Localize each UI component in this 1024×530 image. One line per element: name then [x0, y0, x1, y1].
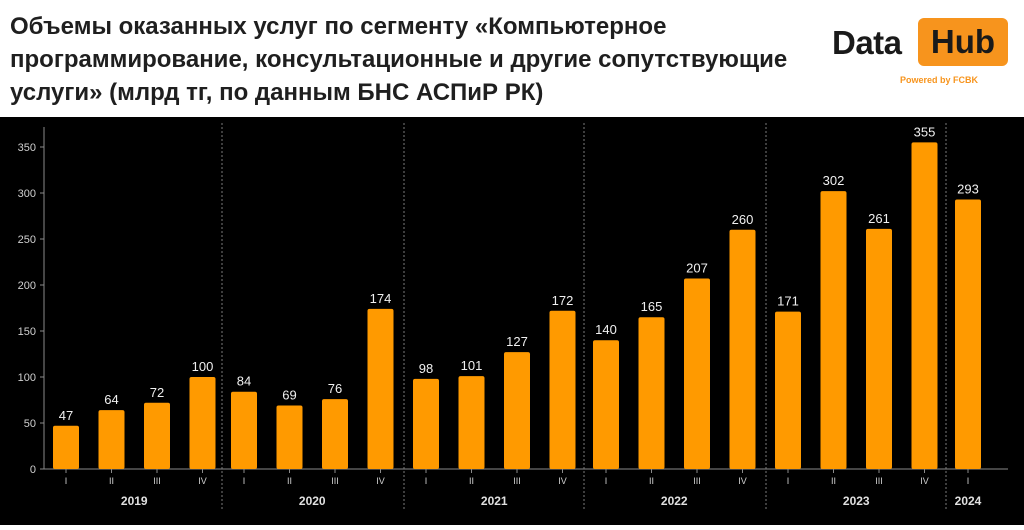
quarter-label: II: [649, 476, 654, 486]
data-label: 260: [732, 212, 754, 227]
data-label: 355: [914, 124, 936, 139]
y-tick-label: 50: [24, 418, 36, 430]
quarter-label: I: [243, 476, 246, 486]
bar: [367, 308, 394, 469]
y-tick-label: 0: [30, 464, 36, 476]
quarter-label: IV: [558, 476, 567, 486]
year-label: 2023: [843, 494, 870, 508]
data-label: 127: [506, 334, 528, 349]
datahub-logo: Data Hub: [832, 18, 1008, 68]
quarter-label: II: [469, 476, 474, 486]
year-label: 2020: [299, 494, 326, 508]
data-label: 72: [150, 385, 164, 400]
year-label: 2019: [121, 494, 148, 508]
bar: [189, 377, 216, 469]
quarter-label: III: [331, 476, 339, 486]
bar: [775, 311, 801, 469]
powered-by-label: Powered by FCBK: [900, 75, 979, 85]
quarter-label: IV: [376, 476, 385, 486]
logo-hub-badge: Hub: [918, 18, 1008, 66]
bar: [322, 399, 348, 469]
data-label: 84: [237, 374, 251, 389]
data-label: 69: [282, 388, 296, 403]
bar: [638, 317, 665, 469]
data-label: 64: [104, 392, 118, 407]
quarter-label: II: [287, 476, 292, 486]
data-label: 261: [868, 211, 890, 226]
quarter-label: II: [109, 476, 114, 486]
bar: [684, 278, 710, 469]
chart-area: 0 50 100 150 200 250 300 350 47 I 64 II 72 III 100 IV 20…: [0, 117, 1024, 525]
quarter-label: III: [153, 476, 161, 486]
bar: [276, 405, 303, 469]
data-label: 174: [370, 291, 392, 306]
y-tick-label: 300: [18, 188, 36, 200]
quarter-label: IV: [738, 476, 747, 486]
data-label: 101: [461, 358, 483, 373]
y-tick-label: 150: [18, 326, 36, 338]
quarter-label: I: [65, 476, 68, 486]
y-tick-label: 100: [18, 372, 36, 384]
quarter-label: III: [513, 476, 521, 486]
bar: [866, 228, 892, 469]
bar: [729, 229, 756, 469]
logo-data-text: Data: [832, 24, 902, 61]
bar: [53, 425, 79, 469]
quarter-label: II: [831, 476, 836, 486]
data-label: 76: [328, 381, 342, 396]
bar: [549, 310, 576, 469]
year-label: 2021: [481, 494, 508, 508]
bar: [504, 352, 530, 469]
year-label: 2024: [955, 494, 982, 508]
quarter-label: III: [693, 476, 701, 486]
year-label: 2022: [661, 494, 688, 508]
bar: [458, 376, 485, 469]
y-tick-label: 350: [18, 142, 36, 154]
data-label: 47: [59, 408, 73, 423]
bar: [593, 340, 619, 469]
y-tick-label: 250: [18, 234, 36, 246]
quarter-label: I: [787, 476, 790, 486]
bar: [231, 391, 257, 469]
bar: [144, 402, 170, 469]
bar: [820, 191, 847, 469]
quarter-label: III: [875, 476, 883, 486]
bar: [911, 142, 938, 469]
data-label: 140: [595, 322, 617, 337]
data-label: 171: [777, 294, 799, 309]
data-label: 100: [192, 359, 214, 374]
chart-title: Объемы оказанных услуг по сегменту «Комп…: [10, 13, 788, 106]
bar: [98, 410, 125, 469]
quarter-label: IV: [198, 476, 207, 486]
data-label: 293: [957, 181, 979, 196]
y-tick-label: 200: [18, 280, 36, 292]
data-label: 172: [552, 293, 574, 308]
bar-chart: 05010015020025030035047I64II72III100IV20…: [18, 123, 1008, 509]
data-label: 98: [419, 361, 433, 376]
data-label: 207: [686, 261, 708, 276]
quarter-label: I: [967, 476, 970, 486]
quarter-label: I: [425, 476, 428, 486]
quarter-label: I: [605, 476, 608, 486]
data-label: 302: [823, 173, 845, 188]
quarter-label: IV: [920, 476, 929, 486]
bar: [955, 199, 981, 469]
data-label: 165: [641, 299, 663, 314]
bar: [413, 378, 439, 469]
